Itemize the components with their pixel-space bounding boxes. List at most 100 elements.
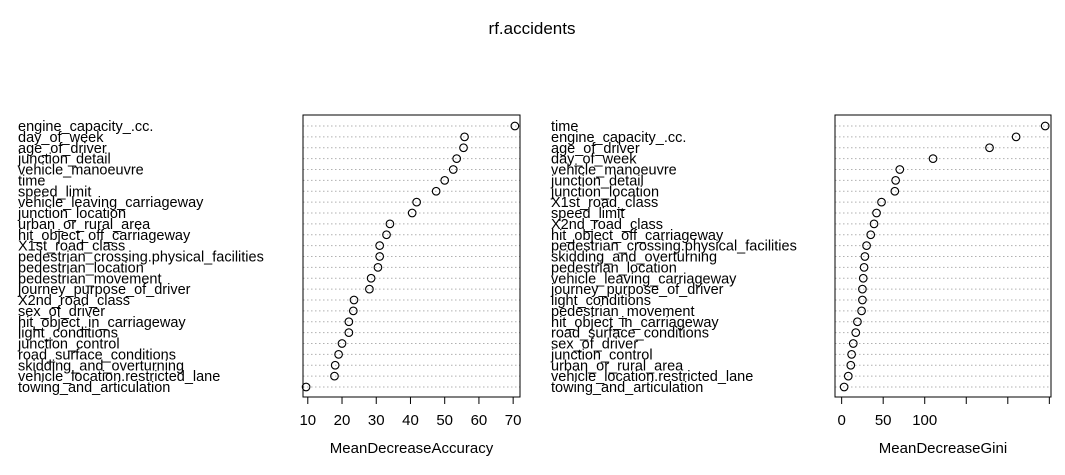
data-point <box>857 306 866 316</box>
data-point <box>330 360 340 370</box>
data-point <box>334 350 343 359</box>
data-point <box>890 186 900 196</box>
x-tick-label: 60 <box>471 412 488 429</box>
data-point <box>452 154 462 163</box>
data-point <box>373 263 383 272</box>
row-label: light_conditions <box>18 326 118 342</box>
row-label: X1st_road_class <box>18 239 125 255</box>
data-point <box>853 317 862 327</box>
data-point <box>847 350 856 359</box>
row-label: day_of_week <box>551 152 637 168</box>
data-point <box>985 143 994 153</box>
row-label: speed_limit <box>551 206 624 222</box>
x-tick-label: 70 <box>505 412 522 429</box>
data-point <box>895 165 905 174</box>
data-point <box>848 339 858 348</box>
x-axis-label-gini: MeanDecreaseGini <box>879 440 1007 457</box>
x-axis-label-accuracy: MeanDecreaseAccuracy <box>330 440 494 457</box>
row-label: vehicle_location.restricted_lane <box>18 369 220 385</box>
data-point <box>431 186 441 196</box>
data-point <box>869 219 879 229</box>
data-point <box>510 121 520 131</box>
row-label: X2nd_road_class <box>551 217 663 233</box>
data-point <box>412 197 421 207</box>
data-point <box>1040 121 1050 131</box>
row-label: pedestrian_movement <box>551 304 694 320</box>
data-point <box>459 143 468 153</box>
row-label: vehicle_location.restricted_lane <box>551 369 753 385</box>
data-point <box>337 339 347 348</box>
data-point <box>448 165 458 174</box>
data-point <box>330 371 339 381</box>
row-label: hit_object_in_carriageway <box>18 315 186 331</box>
data-point <box>348 306 358 316</box>
row-label: pedestrian_movement <box>18 271 161 287</box>
panel-mean-decrease-gini: timeengine_capacity_.cc.age_of_driverday… <box>550 114 1052 457</box>
data-point <box>344 328 354 337</box>
row-label: junction_detail <box>17 152 111 168</box>
row-label: sex_of_driver <box>551 337 638 353</box>
row-label: time <box>18 173 45 189</box>
data-point <box>866 230 876 240</box>
row-label: towing_and_articulation <box>18 380 170 396</box>
data-point <box>440 176 450 185</box>
x-tick-label: 10 <box>299 412 316 429</box>
x-tick-label: 100 <box>912 412 937 429</box>
x-tick-label: 40 <box>402 412 419 429</box>
data-point <box>862 241 871 250</box>
data-point <box>851 328 861 337</box>
row-label: pedestrian_crossing.physical_facilities <box>18 250 264 266</box>
row-label: sex_of_driver <box>18 304 105 320</box>
row-label: hit_object_off_carriageway <box>18 228 191 244</box>
row-label: junction_detail <box>550 173 644 189</box>
data-point <box>877 197 886 207</box>
data-point <box>385 219 395 229</box>
data-point <box>872 208 881 218</box>
x-tick-label: 0 <box>837 412 845 429</box>
panel-mean-decrease-accuracy: engine_capacity_.cc.day_of_weekage_of_dr… <box>17 114 522 457</box>
data-point <box>460 132 469 142</box>
row-label: age_of_driver <box>18 141 107 157</box>
data-point <box>843 371 853 381</box>
row-label: speed_limit <box>18 184 91 200</box>
chart-title: rf.accidents <box>489 19 576 38</box>
row-label: vehicle_leaving_carriageway <box>551 271 737 287</box>
data-point <box>858 273 868 283</box>
data-point <box>365 284 374 294</box>
data-point <box>846 360 856 370</box>
row-label: X2nd_road_class <box>18 293 130 309</box>
data-point <box>858 284 867 294</box>
data-point <box>1011 132 1021 142</box>
row-label: urban_or_rural_area <box>551 358 684 374</box>
row-label: time <box>551 119 578 135</box>
row-label: hit_object_in_carriageway <box>551 315 719 331</box>
row-label: light_conditions <box>551 293 651 309</box>
data-point <box>375 252 385 261</box>
row-label: pedestrian_crossing.physical_facilities <box>551 239 797 255</box>
data-point <box>349 295 359 305</box>
row-label: junction_control <box>17 337 120 353</box>
row-label: road_surface_conditions <box>18 347 176 363</box>
row-label: skidding_and_overturning <box>18 358 184 374</box>
row-label: journey_purpose_of_driver <box>17 282 191 298</box>
row-label: junction_control <box>550 347 653 363</box>
row-label: junction_location <box>17 206 126 222</box>
row-label: urban_or_rural_area <box>18 217 151 233</box>
data-point <box>344 317 354 327</box>
data-point <box>891 176 900 185</box>
row-label: vehicle_leaving_carriageway <box>18 195 204 211</box>
data-point <box>859 263 869 272</box>
row-label: hit_object_off_carriageway <box>551 228 724 244</box>
x-tick-label: 30 <box>368 412 385 429</box>
row-label: day_of_week <box>18 130 104 146</box>
row-label: pedestrian_location <box>551 260 677 276</box>
data-point <box>858 295 867 305</box>
data-point <box>366 273 376 283</box>
row-label: vehicle_manoeuvre <box>18 163 144 179</box>
data-point <box>928 154 938 163</box>
data-point <box>839 382 849 392</box>
row-label: towing_and_articulation <box>551 380 703 396</box>
row-label: skidding_and_overturning <box>551 250 717 266</box>
x-tick-label: 50 <box>436 412 453 429</box>
